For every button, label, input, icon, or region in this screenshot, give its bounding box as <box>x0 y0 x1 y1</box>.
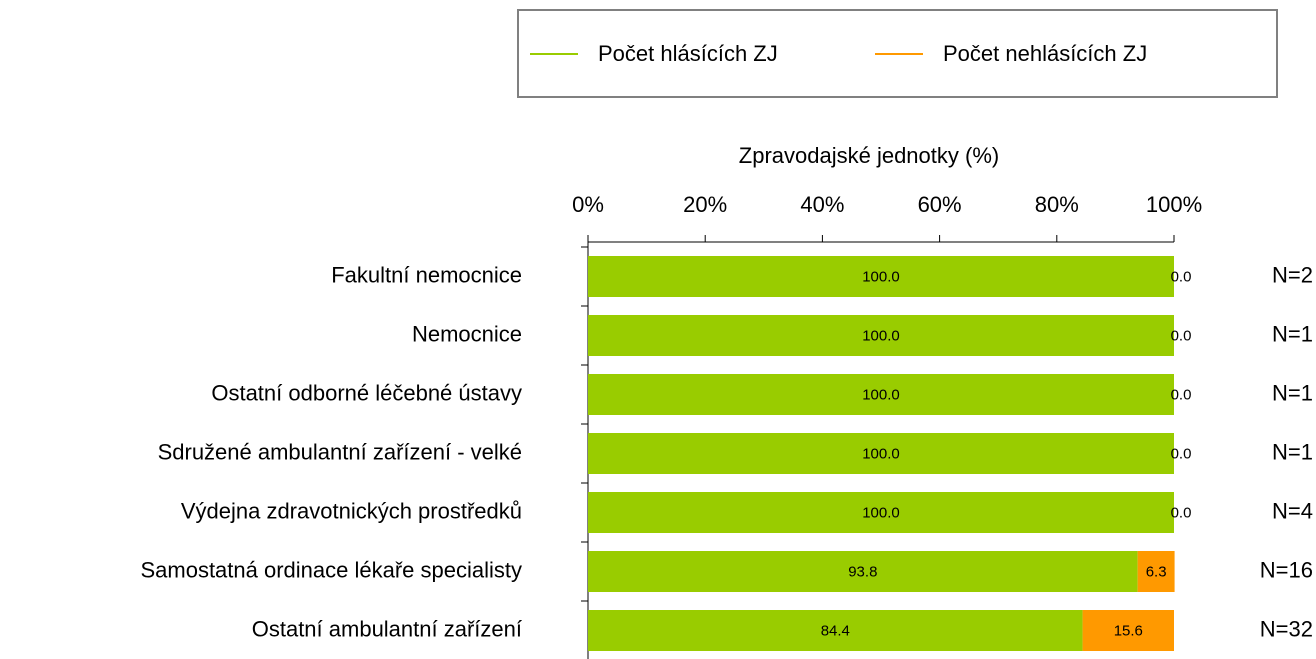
value-label: 84.4 <box>821 622 850 639</box>
annotation: N=16 <box>1260 557 1313 582</box>
annotation: N=2 <box>1272 262 1313 287</box>
value-label: 93.8 <box>848 563 877 580</box>
x-tick-label: 80% <box>1035 192 1079 217</box>
x-tick-label: 20% <box>683 192 727 217</box>
bar-segment <box>588 433 1174 474</box>
annotation: N=4 <box>1272 498 1313 523</box>
category-label: Nemocnice <box>412 321 522 346</box>
legend-label: Počet nehlásících ZJ <box>943 41 1147 66</box>
value-label: 100.0 <box>862 327 900 344</box>
bar-segment <box>588 610 1083 651</box>
bar-segment <box>588 374 1174 415</box>
value-label: 100.0 <box>862 268 900 285</box>
bar-segment <box>588 492 1174 533</box>
x-tick-label: 40% <box>800 192 844 217</box>
category-label: Ostatní odborné léčebné ústavy <box>211 380 522 405</box>
value-label: 0.0 <box>1171 445 1192 462</box>
bar-segment <box>1082 610 1174 651</box>
annotation: N=1 <box>1272 380 1313 405</box>
annotation: N=32 <box>1260 616 1313 641</box>
category-label: Samostatná ordinace lékaře specialisty <box>140 557 522 582</box>
category-label: Sdružené ambulantní zařízení - velké <box>158 439 522 464</box>
value-label: 15.6 <box>1114 622 1143 639</box>
x-tick-label: 60% <box>918 192 962 217</box>
x-tick-label: 100% <box>1146 192 1202 217</box>
bar-segment <box>588 315 1174 356</box>
value-label: 0.0 <box>1171 386 1192 403</box>
value-label: 100.0 <box>862 504 900 521</box>
x-tick-label: 0% <box>572 192 604 217</box>
value-label: 0.0 <box>1171 327 1192 344</box>
value-label: 6.3 <box>1146 563 1167 580</box>
value-label: 0.0 <box>1171 268 1192 285</box>
bar-segment <box>588 551 1138 592</box>
category-label: Ostatní ambulantní zařízení <box>252 616 522 641</box>
value-label: 0.0 <box>1171 504 1192 521</box>
axis-title: Zpravodajské jednotky (%) <box>739 143 999 168</box>
value-label: 100.0 <box>862 386 900 403</box>
category-label: Výdejna zdravotnických prostředků <box>181 498 522 523</box>
bar-segment <box>588 256 1174 297</box>
category-label: Fakultní nemocnice <box>331 262 522 287</box>
value-label: 100.0 <box>862 445 900 462</box>
annotation: N=1 <box>1272 439 1313 464</box>
bar-segment <box>1137 551 1175 592</box>
annotation: N=1 <box>1272 321 1313 346</box>
legend-label: Počet hlásících ZJ <box>598 41 778 66</box>
